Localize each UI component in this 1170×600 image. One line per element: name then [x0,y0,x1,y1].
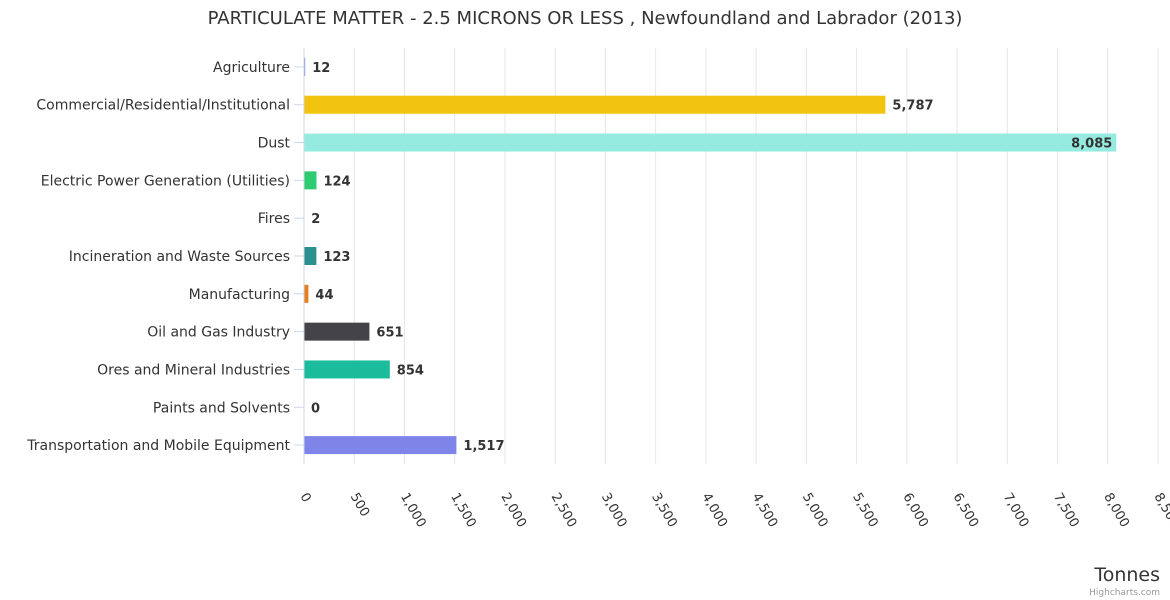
data-label: 651 [376,326,403,341]
x-tick-label: 6,500 [950,491,982,531]
x-tick-label: 2,000 [497,491,529,531]
x-tick-label: 0 [297,491,314,506]
credits-link[interactable]: Highcharts.com [1089,588,1160,598]
x-tick-label: 3,500 [648,491,680,531]
x-tick-label: 4,500 [749,491,781,531]
bar[interactable] [304,322,370,341]
data-label: 854 [397,363,424,378]
x-tick-label: 8,500 [1151,491,1170,531]
x-tick-label: 1,000 [397,491,429,531]
bar[interactable] [304,247,317,265]
x-tick-label: 5,500 [849,491,881,531]
category-label: Dust [258,136,291,152]
category-label: Electric Power Generation (Utilities) [41,173,290,189]
bar[interactable] [304,284,309,303]
category-label: Oil and Gas Industry [147,325,290,341]
bar[interactable] [304,360,390,379]
bar[interactable] [304,171,317,190]
category-axis: Agriculture Commercial/Residential/Instit… [26,48,305,464]
x-tick-label: 7,500 [1050,491,1082,531]
data-label: 2 [311,212,320,227]
x-tick-label: 4,000 [698,491,730,531]
x-tick-label: 500 [347,491,372,520]
category-label: Fires [258,211,290,227]
category-label: Manufacturing [189,287,290,303]
chart-title: PARTICULATE MATTER - 2.5 MICRONS OR LESS… [208,8,963,29]
x-tick-label: 2,500 [548,491,580,531]
bar[interactable] [304,133,1117,152]
category-label: Incineration and Waste Sources [69,249,290,265]
category-label: Commercial/Residential/Institutional [36,98,290,114]
value-axis: 0 500 1,000 1,500 2,000 2,500 3,000 3,500 4,000 4… [297,491,1170,531]
bar[interactable] [304,436,457,455]
data-label: 1,517 [463,439,504,454]
category-label: Transportation and Mobile Equipment [26,438,290,454]
x-tick-label: 5,000 [799,491,831,531]
category-label: Paints and Solvents [153,400,290,416]
data-label: 0 [311,401,320,416]
data-labels: 12 5,787 8,085 124 2 123 44 651 854 0 1,517 [311,61,1112,454]
data-label: 44 [315,288,333,303]
data-label: 12 [312,61,330,76]
data-label: 124 [323,174,350,189]
data-label: 123 [323,250,350,265]
data-label: 8,085 [1071,137,1112,152]
x-tick-label: 7,000 [1000,491,1032,531]
bar[interactable] [304,57,306,76]
grid-lines [303,48,1159,464]
x-tick-label: 1,500 [447,491,479,531]
bar-series [304,57,1117,455]
x-tick-label: 3,000 [598,491,630,531]
bar[interactable] [304,95,886,114]
data-label: 5,787 [892,99,933,114]
x-tick-label: 6,000 [899,491,931,531]
category-label: Agriculture [213,60,290,76]
x-axis-title: Tonnes [1093,564,1160,586]
category-label: Ores and Mineral Industries [97,362,290,378]
x-tick-label: 8,000 [1100,491,1132,531]
